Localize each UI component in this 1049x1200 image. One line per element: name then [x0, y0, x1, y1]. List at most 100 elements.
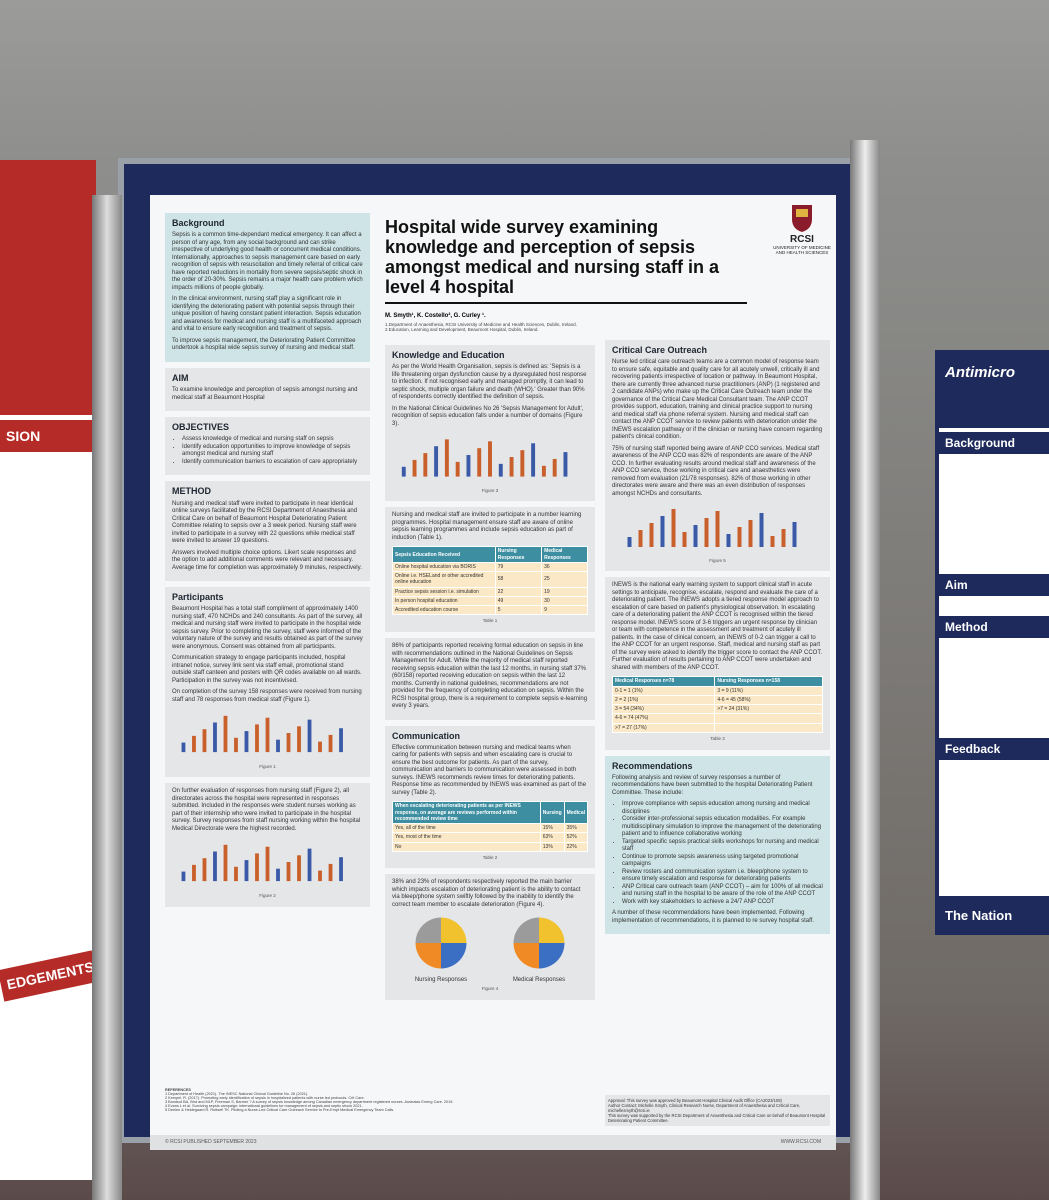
section-heading: Recommendations	[612, 760, 693, 771]
reference: 1 Department of Health (2021). The INESC…	[165, 1092, 309, 1096]
logo-subtext: UNIVERSITY OF MEDICINE AND HEALTH SCIENC…	[773, 245, 831, 255]
table-cell: 13%	[539, 841, 565, 852]
neighbour-poster-right: Antimicro Background Aim Method Feedback…	[935, 350, 1049, 935]
bullet-list: Assess knowledge of medical and nursing …	[172, 436, 363, 466]
table-cell: Medical Responses	[541, 546, 588, 563]
figure-bar-graphic	[498, 464, 503, 477]
bullet: ANP Critical care outreach team (ANP CCO…	[622, 884, 823, 899]
figure-bar-graphic	[255, 724, 259, 753]
table-row: Accredited education course 5 9	[392, 605, 588, 616]
bullet: Review rosters and communication system …	[622, 869, 823, 884]
figure-bar-graphic	[759, 513, 764, 548]
table: When escalating deteriorating patients a…	[392, 801, 589, 852]
section: INEWS is the national early warning syst…	[605, 577, 830, 750]
table-cell: >7 = 24 (31%)	[714, 704, 823, 715]
figure-bar-graphic	[213, 722, 217, 753]
paragraph: In the National Clinical Guidelines No 2…	[392, 405, 584, 427]
stand-pole	[850, 140, 880, 1200]
figure-bar-graphic	[627, 537, 632, 548]
section: Critical Care Outreach Nurse led critical…	[605, 340, 830, 572]
table-cell: 3 = 9 (11%)	[714, 685, 823, 696]
bullet: Continue to promote sepsis awareness usi…	[622, 854, 823, 869]
paragraph: Nursing and medical staff are invited to…	[392, 512, 582, 541]
figure-bar-graphic	[244, 860, 249, 882]
figure-bar-graphic	[509, 457, 514, 477]
table-row: 2 = 2 (1%) 4-6 = 45 (58%)	[611, 694, 823, 706]
figure-bar-graphic	[531, 443, 536, 477]
paragraph: Answers involved multiple choice options…	[172, 549, 362, 571]
table-cell: Medical Responses n=78	[611, 676, 716, 687]
references: REFERENCES 1 Department of Health (2021).…	[165, 1088, 595, 1112]
table-caption: Table 2	[482, 854, 498, 860]
pie-graphic	[441, 943, 467, 969]
section-heading: Critical Care Outreach	[612, 345, 708, 355]
bullet: Identify education opportunities to impr…	[182, 444, 363, 459]
pie-graphic	[415, 943, 441, 969]
figure-bar-graphic	[307, 719, 312, 753]
figure-bar-graphic	[244, 731, 249, 753]
table-row: Yes, all of the time 15% 35%	[392, 822, 589, 834]
table-cell: >7 = 27 (17%)	[611, 722, 716, 733]
paragraph: Communication strategy to engage partici…	[172, 655, 362, 684]
figure-graphic	[415, 917, 565, 969]
table-row: Practice sepsis session i.e. simulation 2…	[392, 586, 588, 597]
table-cell: Nursing	[539, 801, 565, 824]
paragraph: 38% and 23% of respondents respectively …	[392, 879, 581, 908]
table-cell: 4-6 = 45 (58%)	[714, 694, 823, 706]
figure-caption: Figure 5	[709, 557, 726, 563]
figure-graphic	[181, 845, 343, 882]
table-cell: Nursing Responses n=158	[714, 676, 823, 687]
figure-bar-graphic	[297, 855, 301, 882]
figure-bar-graphic	[192, 865, 196, 882]
section: AIM To examine knowledge and perception o…	[165, 367, 370, 411]
paragraph: As per the World Health Organisation, se…	[392, 364, 587, 401]
reference: 4 Evans L et al. Surviving sepsis campai…	[165, 1104, 363, 1108]
figure-bar-graphic	[792, 522, 797, 548]
bullet: Identify communication barriers to escal…	[182, 459, 363, 467]
figure-bar-graphic	[339, 857, 343, 882]
figure-bar-graphic	[265, 847, 270, 882]
table-cell: 2 = 2 (1%)	[611, 694, 716, 706]
paragraph: To examine knowledge and perception of s…	[172, 387, 358, 401]
paragraph: To improve sepsis management, the Deteri…	[172, 337, 356, 352]
table-cell: 15%	[539, 822, 565, 834]
paragraph: 86% of participants reported receiving f…	[392, 643, 588, 709]
bullet: Targeted specific sepsis practical skill…	[622, 839, 823, 854]
figure-bar-graphic	[213, 851, 217, 882]
table-cell: Medical	[563, 801, 589, 824]
pie-labels: Nursing Responses Medical Responses	[392, 977, 588, 985]
figure-bar-graphic	[223, 845, 228, 882]
section-heading: Background	[939, 432, 1049, 454]
figure-graphic	[181, 716, 343, 753]
table-cell: 30	[541, 595, 588, 607]
figure-caption: Figure 3	[481, 487, 499, 493]
section: Nursing and medical staff are invited to…	[385, 507, 595, 632]
figure-bar-graphic	[181, 871, 186, 882]
table-cell: When escalating deteriorating patients a…	[392, 801, 541, 824]
table-cell: 52%	[563, 832, 589, 843]
table-cell: Online i.e. HSELand or other accredited …	[392, 571, 496, 588]
pie-label: Medical Responses	[512, 976, 566, 983]
paragraph: Nurse led critical care outreach teams a…	[612, 359, 823, 441]
figure-caption: Figure 4	[481, 986, 499, 992]
table-cell: 36	[541, 561, 588, 573]
paragraph: In the clinical environment, nursing sta…	[172, 296, 362, 333]
paragraph: Sepsis is a common time-dependant medica…	[172, 232, 363, 291]
footer-text: © RCSI PUBLISHED SEPTEMBER 2023	[165, 1139, 257, 1145]
table-cell: 19	[541, 586, 588, 597]
figure-bar-graphic	[748, 520, 753, 548]
table-cell: 9	[541, 605, 588, 616]
table-row: In person hospital education 49 30	[392, 595, 588, 607]
poster: Hospital wide survey examining knowledge…	[150, 195, 836, 1150]
paragraph: 75% of nursing staff reported being awar…	[612, 445, 820, 497]
table-cell: 22	[494, 586, 543, 597]
table-cell: 0-1 = 1 (1%)	[611, 685, 716, 696]
figure-caption: Figure 1	[259, 763, 276, 769]
section: 86% of participants reported receiving f…	[385, 638, 595, 720]
figure-bar-graphic	[318, 741, 322, 753]
figure-bar-graphic	[660, 516, 665, 548]
table-cell: 63%	[539, 832, 565, 843]
figure-graphic	[401, 439, 568, 477]
table-cell: Sepsis Education Received	[392, 546, 496, 563]
references-heading: REFERENCES	[165, 1088, 191, 1092]
